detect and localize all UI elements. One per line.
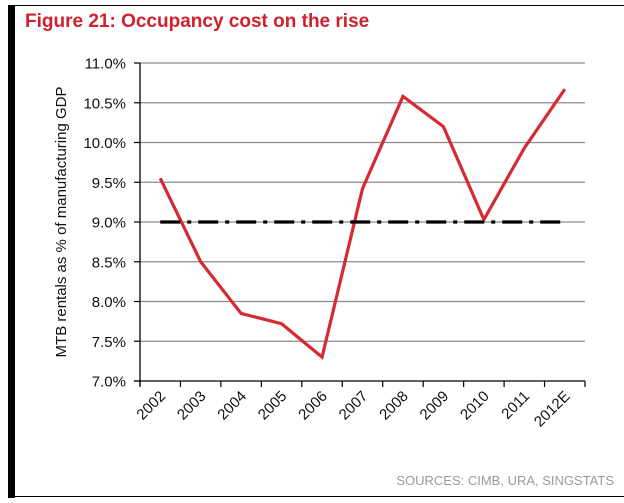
x-tick-label: 2010 (457, 388, 493, 424)
frame-left-bar (8, 5, 15, 498)
y-tick-label: 10.5% (83, 95, 126, 112)
frame-bottom-border (15, 496, 624, 497)
x-tick-labels: 2002 2003 2004 2005 2006 2007 2008 2009 2010 2011… (133, 388, 573, 431)
x-tick-label: 2008 (376, 388, 412, 424)
x-tick-label: 2007 (336, 388, 372, 424)
y-tick-label: 8.0% (92, 294, 126, 311)
axes (134, 63, 585, 386)
y-tick-label: 8.5% (92, 254, 126, 271)
frame-top-border (8, 5, 624, 6)
gridlines (134, 62, 586, 387)
x-tick-label: 2004 (214, 388, 250, 424)
x-tick-label: 2002 (133, 388, 169, 424)
source-note: SOURCES: CIMB, URA, SINGSTATS (396, 473, 614, 488)
x-tick-label: 2011 (498, 388, 533, 423)
x-tick-label: 2006 (295, 388, 331, 424)
x-tick-label: 2009 (417, 388, 453, 424)
y-axis-title: MTB rentals as % of manufacturing GDP (53, 87, 70, 358)
x-tick-label: 2012E (531, 388, 574, 431)
y-tick-label: 10.0% (83, 135, 126, 152)
y-tick-label: 9.5% (92, 175, 126, 192)
figure-title: Figure 21: Occupancy cost on the rise (25, 11, 370, 32)
y-tick-labels: 7.0% 7.5% 8.0% 8.5% 9.0% 9.5% 10.0% 10.5% 11.0% (83, 56, 126, 391)
x-tick-label: 2005 (255, 388, 291, 424)
y-tick-label: 7.0% (92, 374, 126, 391)
x-tick-label: 2003 (174, 388, 210, 424)
y-tick-label: 9.0% (92, 215, 126, 232)
y-tick-label: 7.5% (92, 334, 126, 351)
series (158, 88, 567, 361)
y-tick-label: 11.0% (85, 56, 126, 73)
